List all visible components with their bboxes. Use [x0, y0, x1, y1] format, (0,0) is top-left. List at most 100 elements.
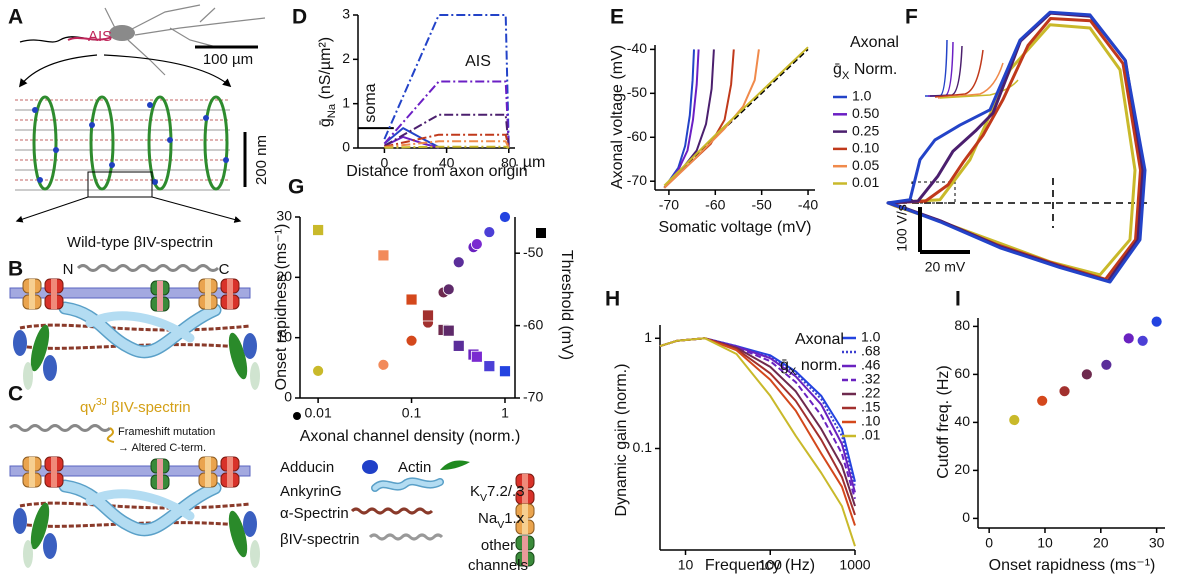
- x-tick-label: 40: [439, 155, 455, 171]
- point: [442, 283, 455, 296]
- x-unit: µm: [523, 154, 546, 171]
- legend-label: .46: [861, 357, 881, 373]
- mutant-tail: [106, 427, 115, 443]
- ais-label: AIS: [88, 28, 112, 45]
- x-tick-label: 100: [759, 557, 783, 573]
- point: [1036, 394, 1049, 407]
- x-tick-label: 0: [985, 535, 993, 551]
- series-line: [384, 145, 510, 149]
- panel-title: qv3J βIV-spectrin: [80, 396, 191, 416]
- y-tick-label: 40: [954, 413, 970, 429]
- cytoskeleton: [10, 457, 260, 568]
- point: [1008, 414, 1021, 426]
- y-tick-label: -60: [627, 128, 647, 144]
- y-axis-label: Onset rapidness (ms⁻¹): [273, 224, 290, 391]
- y-tick-label: -70: [627, 172, 647, 188]
- legend-label: 0.50: [852, 105, 879, 121]
- series-line: [384, 140, 510, 149]
- panel-title-part: βIV-spectrin: [107, 399, 191, 416]
- legend-title-part: ḡ: [833, 61, 842, 78]
- y-axis-label: ḡNa (nS/µm²): [317, 37, 338, 127]
- panel-label: H: [605, 288, 620, 311]
- point: [405, 334, 418, 347]
- panel-label: A: [8, 6, 23, 29]
- series-line: [659, 337, 856, 547]
- legend-text-part: V: [497, 519, 504, 531]
- y-tick-label: -50: [627, 84, 647, 100]
- neuron-drawing: [18, 4, 266, 88]
- panel-title-part: 3J: [96, 396, 107, 408]
- point: [312, 364, 325, 377]
- point: [1080, 368, 1093, 381]
- y-tick-label: 0.1: [633, 439, 653, 455]
- x-tick-label: -60: [705, 197, 725, 213]
- legend-label: 1.0: [852, 88, 872, 104]
- legend-label: 0.01: [852, 174, 879, 190]
- point: [405, 293, 418, 306]
- legend-title: ḡX Norm.: [833, 61, 897, 82]
- y2-tick-label: -60: [523, 316, 543, 332]
- point: [442, 324, 455, 337]
- x-axis-label: Frequency (Hz): [705, 557, 815, 574]
- legend-text-part: 7.2/.3: [487, 483, 525, 500]
- axis-symbol: [536, 228, 546, 238]
- legend-text-part: K: [470, 483, 480, 500]
- annotation: AIS: [465, 53, 491, 70]
- panel-label: B: [8, 258, 23, 281]
- y-tick-label: 0: [962, 509, 970, 525]
- onset-inset: [925, 39, 1019, 99]
- axis-symbol: [293, 412, 301, 420]
- y-tick-label: 3: [342, 6, 350, 22]
- legend-text: α-Spectrin: [280, 505, 349, 522]
- panel-label: I: [955, 288, 961, 311]
- legend-label: .68: [861, 343, 881, 359]
- series-line: [383, 80, 510, 149]
- legend-label: 0.05: [852, 157, 879, 173]
- x-axis-label: Onset rapidness (ms⁻¹): [989, 557, 1156, 574]
- note: → Altered C-term.: [118, 442, 206, 454]
- point: [483, 226, 496, 238]
- y-axis-label-part: (nS/µm²): [317, 37, 334, 104]
- point: [1150, 315, 1163, 328]
- panel-label: C: [8, 383, 23, 406]
- series-line: [663, 49, 735, 189]
- point: [483, 360, 496, 373]
- y-tick-label: -40: [627, 40, 647, 56]
- x-tick-label: 10: [678, 557, 694, 573]
- panel-label: E: [610, 6, 624, 29]
- spectrin-wave: [76, 264, 220, 272]
- scale-label: 100 V/s: [894, 204, 910, 251]
- legend-text: Actin: [398, 459, 431, 476]
- point: [452, 339, 465, 352]
- legend-title-part: X: [789, 366, 797, 378]
- panel-label: F: [905, 6, 918, 29]
- point: [377, 249, 390, 262]
- legend-title-part: ḡ: [780, 357, 789, 374]
- point: [1100, 358, 1113, 371]
- legend-text: βIV-spectrin: [280, 531, 360, 548]
- x-tick-label: -40: [798, 197, 818, 213]
- legend-label: .01: [861, 427, 881, 443]
- y-tick-label: 20: [954, 461, 970, 477]
- legend-label: .22: [861, 385, 881, 401]
- point: [499, 365, 511, 378]
- legend-title-part: Norm.: [849, 61, 897, 78]
- note: Frameshift mutation: [118, 426, 215, 438]
- annotation: soma: [362, 83, 379, 122]
- point: [377, 358, 390, 371]
- legend-text: channels: [468, 557, 528, 574]
- legend-title: Axonal: [795, 331, 844, 348]
- x-tick-label: 1: [501, 405, 509, 421]
- x-axis-label: Distance from axon origin: [346, 163, 527, 180]
- x-tick-label: 0.1: [402, 405, 422, 421]
- x-tick-label: -70: [659, 197, 679, 213]
- legend-text: NaV1.x: [478, 510, 525, 531]
- y-tick-label: 1: [644, 329, 652, 345]
- y2-tick-label: -70: [523, 389, 543, 405]
- y-axis-label-part: Na: [326, 103, 338, 118]
- legend-label: 1.0: [861, 329, 881, 345]
- cytoskeleton: [10, 279, 260, 390]
- x-axis-label: Somatic voltage (mV): [659, 219, 812, 236]
- scale-label: 20 mV: [925, 259, 966, 275]
- legend-label: 0.25: [852, 122, 879, 138]
